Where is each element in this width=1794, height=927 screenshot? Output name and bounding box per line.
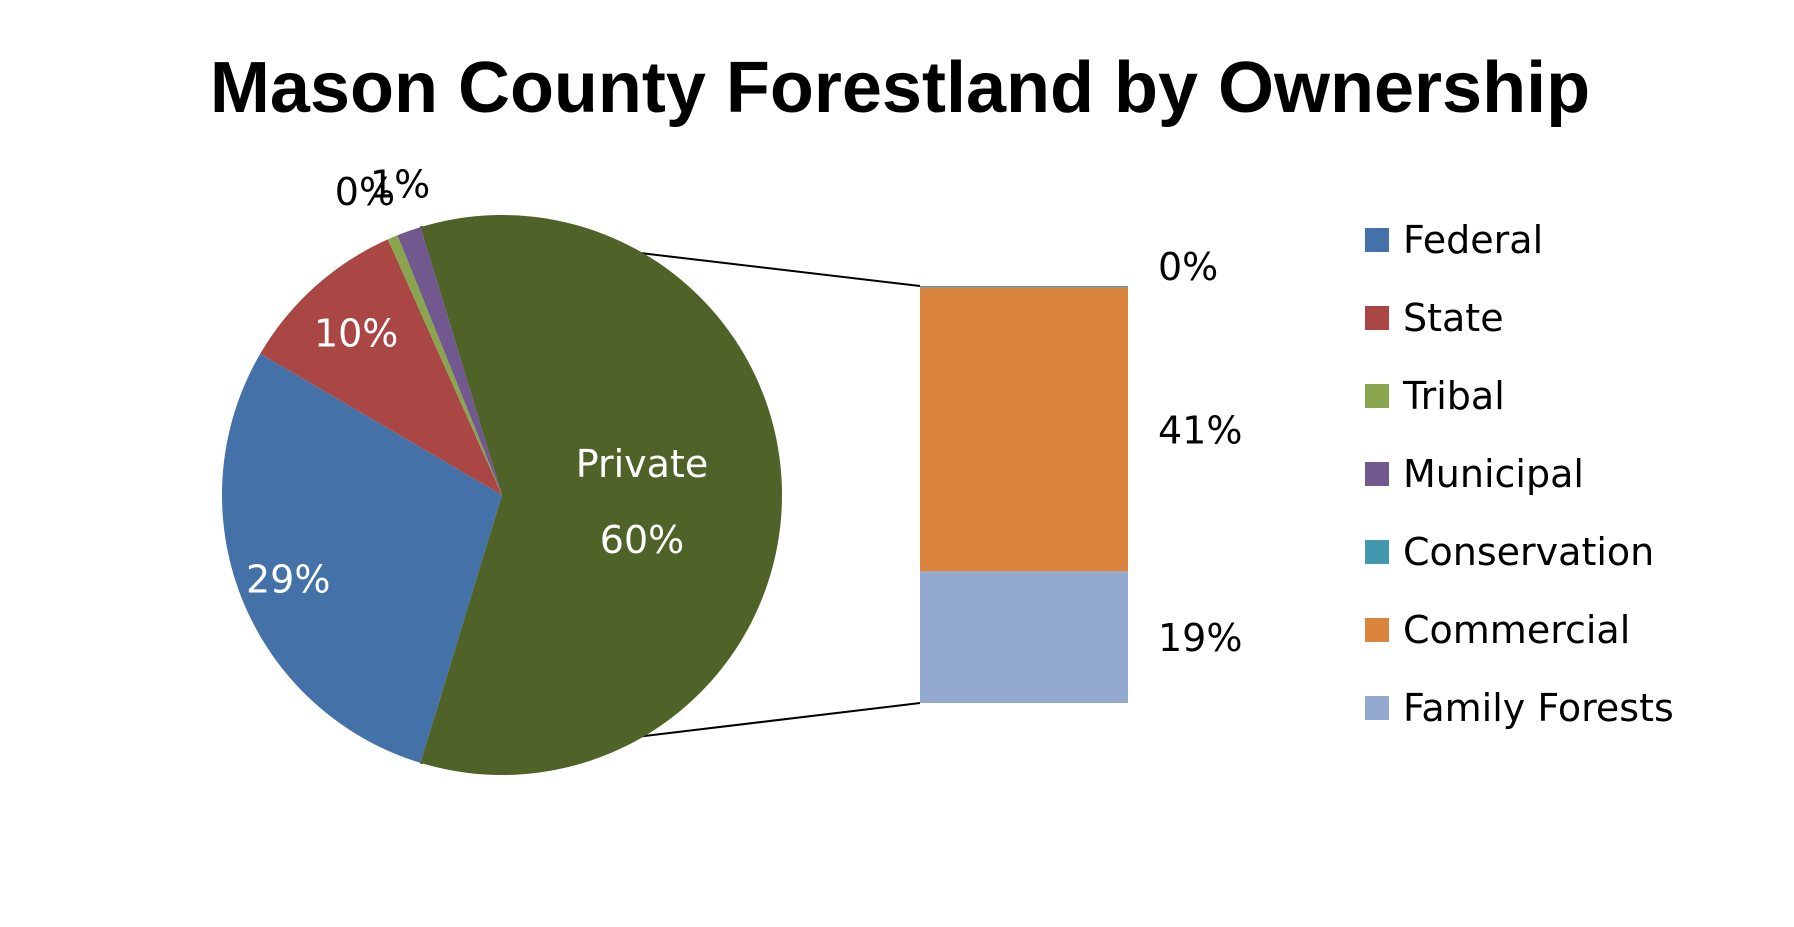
pie-label-tribal: 0% (335, 170, 395, 214)
legend-label-federal: Federal (1403, 218, 1543, 262)
bar-segment-commercial (920, 287, 1128, 572)
legend: Federal State Tribal Municipal Conservation C… (1365, 218, 1674, 730)
legend-item-state: State (1365, 296, 1504, 340)
legend-item-family-forests: Family Forests (1365, 686, 1674, 730)
legend-swatch-municipal (1365, 462, 1389, 486)
legend-item-municipal: Municipal (1365, 452, 1584, 496)
pie-slice-state (260, 239, 502, 495)
legend-label-conservation: Conservation (1403, 530, 1654, 574)
legend-label-municipal: Municipal (1403, 452, 1584, 496)
legend-label-tribal: Tribal (1402, 374, 1505, 418)
pie-slice-tribal (387, 235, 502, 495)
legend-swatch-tribal (1365, 384, 1389, 408)
legend-swatch-commercial (1365, 618, 1389, 642)
pie-label-federal: 29% (246, 558, 330, 602)
pie-label-municipal: 1% (370, 162, 430, 206)
pie-slice-municipal (397, 227, 502, 495)
pie-label-state: 10% (314, 311, 398, 355)
legend-label-commercial: Commercial (1403, 608, 1630, 652)
legend-label-state: State (1403, 296, 1504, 340)
legend-swatch-conservation (1365, 540, 1389, 564)
legend-item-conservation: Conservation (1365, 530, 1654, 574)
pie-slice-federal (221, 353, 502, 763)
bar-label-commercial: 41% (1158, 408, 1242, 452)
legend-swatch-federal (1365, 228, 1389, 252)
pie (221, 214, 783, 775)
bar-label-family-forests: 19% (1158, 616, 1242, 660)
legend-item-federal: Federal (1365, 218, 1543, 262)
bar-label-conservation: 0% (1158, 245, 1218, 289)
legend-swatch-state (1365, 306, 1389, 330)
bar-segment-family-forests (920, 571, 1128, 703)
stacked-bar (920, 286, 1128, 703)
legend-item-tribal: Tribal (1365, 374, 1505, 418)
pie-category-label-private: Private (576, 442, 708, 486)
pie-label-private: 60% (600, 518, 684, 562)
legend-label-family-forests: Family Forests (1403, 686, 1674, 730)
chart-title: Mason County Forestland by Ownership (210, 48, 1590, 128)
bar-segment-conservation (920, 286, 1128, 288)
legend-swatch-family-forests (1365, 696, 1389, 720)
legend-item-commercial: Commercial (1365, 608, 1630, 652)
pie-slice-private (420, 214, 783, 775)
